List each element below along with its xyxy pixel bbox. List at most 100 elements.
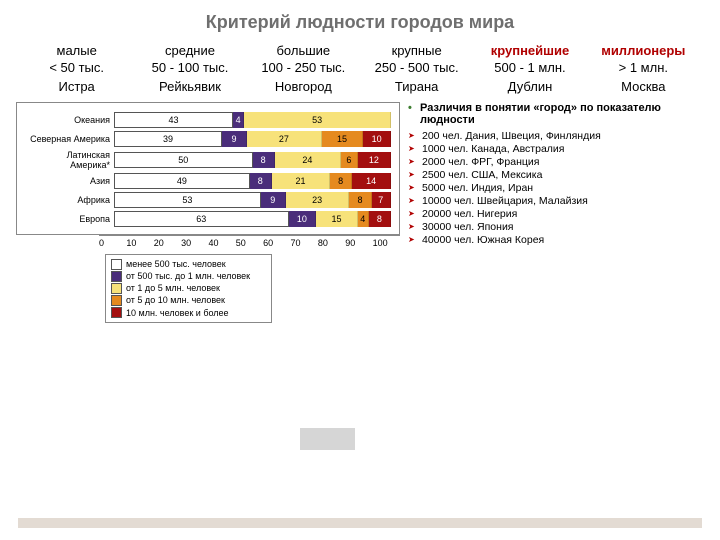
legend-label: от 500 тыс. до 1 млн. человек xyxy=(126,270,250,282)
category-range: 100 - 250 тыс. xyxy=(247,60,360,75)
legend-item: менее 500 тыс. человек xyxy=(111,258,266,270)
axis-tick: 50 xyxy=(236,238,263,248)
axis-tick: 40 xyxy=(208,238,235,248)
bar-segment: 49 xyxy=(114,173,250,189)
category-example: Новгород xyxy=(247,79,360,94)
chart-row: Северная Америка399271510 xyxy=(25,131,391,147)
category-example: Дублин xyxy=(473,79,586,94)
legend-item: 10 млн. человек и более xyxy=(111,307,266,319)
chart-row-label: Северная Америка xyxy=(25,134,114,144)
chart-row-label: Европа xyxy=(25,214,114,224)
bar-segment: 24 xyxy=(275,152,341,168)
category-range: 250 - 500 тыс. xyxy=(360,60,473,75)
category-name: малые xyxy=(20,43,133,58)
chart-row-label: Латинская Америка* xyxy=(25,150,114,170)
axis-tick: 0 xyxy=(99,238,126,248)
page-title: Критерий людности городов мира xyxy=(0,0,720,43)
bar-segment: 27 xyxy=(247,131,322,147)
axis-tick: 30 xyxy=(181,238,208,248)
category-col: малые< 50 тыс.Истра xyxy=(20,43,133,94)
chart-row: Африка5392387 xyxy=(25,192,391,208)
chart-row: Азия49821814 xyxy=(25,173,391,189)
chart-area: Океания43453Северная Америка399271510Лат… xyxy=(0,102,400,323)
legend-swatch xyxy=(111,283,122,294)
category-name: средние xyxy=(133,43,246,58)
bar-segment: 53 xyxy=(244,112,391,128)
legend-item: от 5 до 10 млн. человек xyxy=(111,294,266,306)
bar-track: 43453 xyxy=(114,112,391,128)
bar-segment: 10 xyxy=(289,211,317,227)
axis-tick: 60 xyxy=(263,238,290,248)
chart-row-label: Азия xyxy=(25,176,114,186)
legend-swatch xyxy=(111,295,122,306)
category-col: крупнейшие 500 - 1 млн. Дублин xyxy=(473,43,586,94)
legend-label: 10 млн. человек и более xyxy=(126,307,229,319)
bar-segment: 9 xyxy=(222,131,247,147)
legend-item: от 500 тыс. до 1 млн. человек xyxy=(111,270,266,282)
bar-segment: 8 xyxy=(369,211,391,227)
legend-label: от 1 до 5 млн. человек xyxy=(126,282,220,294)
category-name: миллионеры xyxy=(587,43,700,58)
legend-item: от 1 до 5 млн. человек xyxy=(111,282,266,294)
bar-segment: 8 xyxy=(250,173,272,189)
bar-segment: 4 xyxy=(233,112,244,128)
chart-legend: менее 500 тыс. человекот 500 тыс. до 1 м… xyxy=(105,254,272,323)
category-example: Тирана xyxy=(360,79,473,94)
side-heading: Различия в понятии «город» по показателю… xyxy=(408,102,708,126)
bar-segment: 9 xyxy=(261,192,286,208)
category-col: большие 100 - 250 тыс. Новгород xyxy=(247,43,360,94)
chart-x-axis: 0102030405060708090100 xyxy=(99,235,400,248)
chart-row: Латинская Америка*50824612 xyxy=(25,150,391,170)
side-list-item: 200 чел. Дания, Швеция, Финляндия xyxy=(408,130,708,142)
bar-segment: 14 xyxy=(352,173,391,189)
axis-tick: 80 xyxy=(318,238,345,248)
axis-tick: 100 xyxy=(373,238,400,248)
category-example: Москва xyxy=(587,79,700,94)
axis-tick: 70 xyxy=(291,238,318,248)
bar-segment: 53 xyxy=(114,192,261,208)
category-name: крупные xyxy=(360,43,473,58)
chart-row-label: Африка xyxy=(25,195,114,205)
axis-tick: 10 xyxy=(126,238,153,248)
axis-tick: 20 xyxy=(154,238,181,248)
bar-track: 50824612 xyxy=(114,152,391,168)
bar-track: 399271510 xyxy=(114,131,391,147)
category-name: крупнейшие xyxy=(473,43,586,58)
stacked-bar-chart: Океания43453Северная Америка399271510Лат… xyxy=(16,102,400,235)
gray-placeholder xyxy=(300,428,355,450)
bar-segment: 50 xyxy=(114,152,253,168)
side-list-item: 40000 чел. Южная Корея xyxy=(408,234,708,246)
bar-segment: 23 xyxy=(286,192,350,208)
chart-row: Европа63101548 xyxy=(25,211,391,227)
bar-segment: 10 xyxy=(363,131,391,147)
bar-segment: 7 xyxy=(372,192,391,208)
chart-row-label: Океания xyxy=(25,115,114,125)
bar-segment: 15 xyxy=(322,131,364,147)
category-col: средние 50 - 100 тыс. Рейкьявик xyxy=(133,43,246,94)
legend-swatch xyxy=(111,271,122,282)
side-list-item: 20000 чел. Нигерия xyxy=(408,208,708,220)
side-list: 200 чел. Дания, Швеция, Финляндия1000 че… xyxy=(408,130,708,246)
bar-segment: 21 xyxy=(272,173,330,189)
bar-segment: 6 xyxy=(341,152,358,168)
category-col: миллионеры > 1 млн. Москва xyxy=(587,43,700,94)
category-example: Истра xyxy=(20,79,133,94)
category-range: 500 - 1 млн. xyxy=(473,60,586,75)
footer-bar xyxy=(18,518,702,528)
chart-row: Океания43453 xyxy=(25,112,391,128)
bar-segment: 15 xyxy=(316,211,358,227)
bar-segment: 12 xyxy=(358,152,391,168)
bar-segment: 43 xyxy=(114,112,233,128)
side-panel: Различия в понятии «город» по показателю… xyxy=(400,102,720,323)
category-example: Рейкьявик xyxy=(133,79,246,94)
side-list-item: 30000 чел. Япония xyxy=(408,221,708,233)
category-range: > 1 млн. xyxy=(587,60,700,75)
side-list-item: 5000 чел. Индия, Иран xyxy=(408,182,708,194)
category-range: 50 - 100 тыс. xyxy=(133,60,246,75)
bar-segment: 39 xyxy=(114,131,222,147)
side-list-item: 2500 чел. США, Мексика xyxy=(408,169,708,181)
category-name: большие xyxy=(247,43,360,58)
side-list-item: 2000 чел. ФРГ, Франция xyxy=(408,156,708,168)
legend-label: от 5 до 10 млн. человек xyxy=(126,294,225,306)
bar-segment: 8 xyxy=(253,152,275,168)
